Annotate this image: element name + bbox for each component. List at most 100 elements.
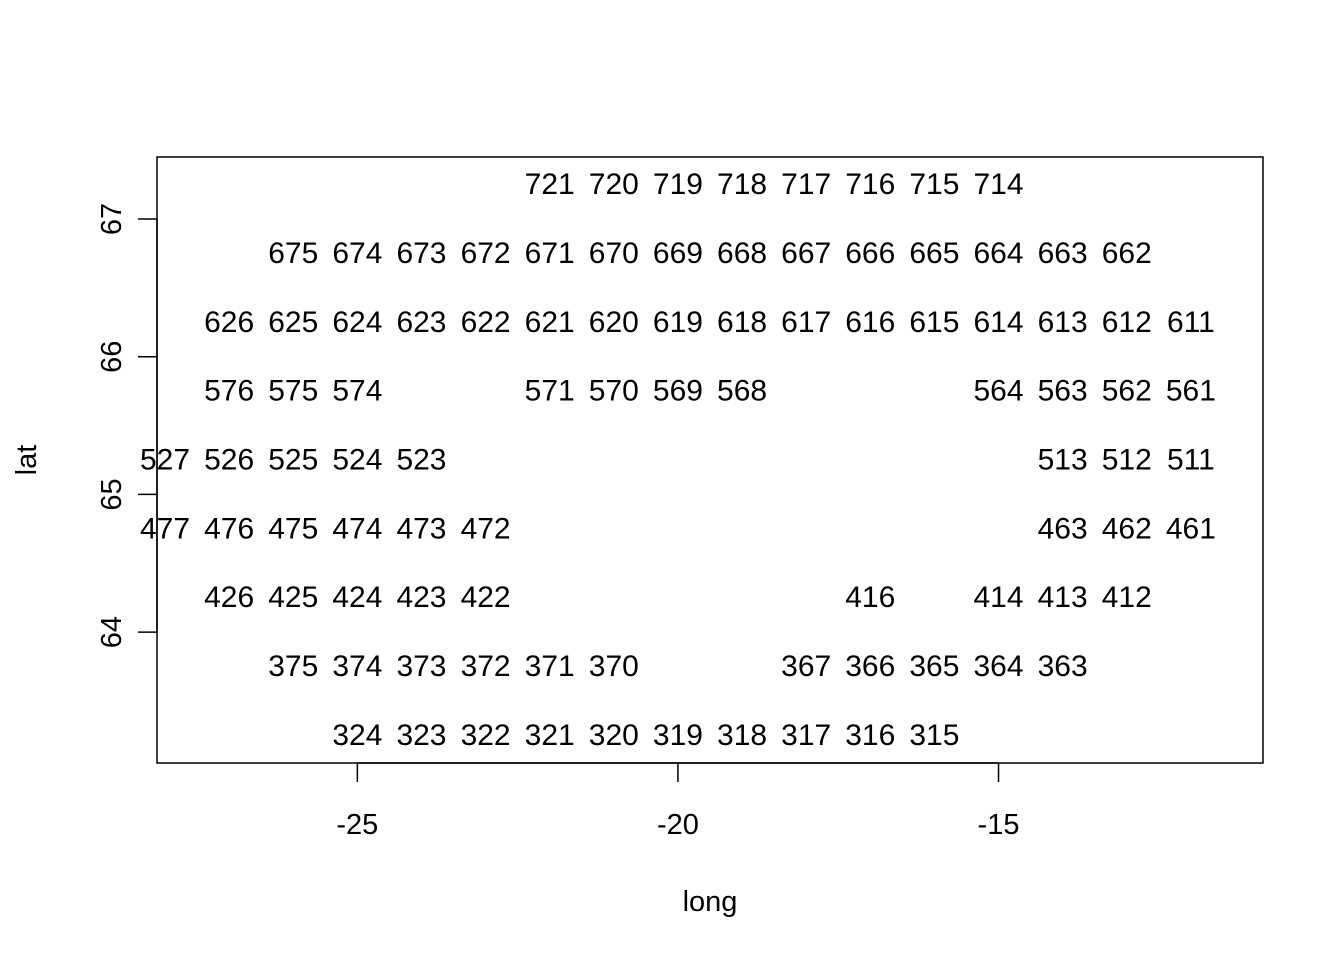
- data-point-label: 318: [717, 719, 767, 752]
- data-point-label: 563: [1038, 375, 1088, 408]
- data-point-label: 564: [973, 375, 1023, 408]
- data-point-label: 373: [396, 650, 446, 683]
- data-point-label: 664: [973, 237, 1023, 270]
- data-point-label: 526: [204, 444, 254, 477]
- data-point-label: 714: [973, 168, 1023, 201]
- data-point-label: 366: [845, 650, 895, 683]
- data-point-label: 511: [1167, 444, 1215, 477]
- data-point-label: 613: [1038, 306, 1088, 339]
- data-point-label: 576: [204, 375, 254, 408]
- data-point-label: 367: [781, 650, 831, 683]
- data-point-label: 663: [1038, 237, 1088, 270]
- data-point-label: 623: [396, 306, 446, 339]
- data-point-label: 669: [653, 237, 703, 270]
- data-point-label: 570: [589, 375, 639, 408]
- data-point-label: 321: [525, 719, 575, 752]
- data-point-label: 523: [396, 444, 446, 477]
- data-point-label: 423: [396, 581, 446, 614]
- data-point-label: 562: [1102, 375, 1152, 408]
- data-point-label: 513: [1038, 444, 1088, 477]
- data-point-label: 374: [332, 650, 382, 683]
- data-point-label: 625: [268, 306, 318, 339]
- data-point-label: 668: [717, 237, 767, 270]
- data-point-label: 371: [525, 650, 575, 683]
- data-point-label: 461: [1166, 512, 1216, 545]
- data-point-label: 569: [653, 375, 703, 408]
- data-point-label: 315: [909, 719, 959, 752]
- data-point-label: 319: [653, 719, 703, 752]
- data-point-label: 624: [332, 306, 382, 339]
- data-point-label: 412: [1102, 581, 1152, 614]
- data-point-label: 426: [204, 581, 254, 614]
- data-point-label: 574: [332, 375, 382, 408]
- data-point-label: 715: [909, 168, 959, 201]
- data-point-label: 474: [332, 512, 382, 545]
- y-tick-label: 67: [96, 203, 128, 235]
- data-point-label: 671: [525, 237, 575, 270]
- data-point-label: 364: [973, 650, 1023, 683]
- y-axis-title: lat: [11, 445, 43, 476]
- data-point-label: 375: [268, 650, 318, 683]
- data-point-label: 475: [268, 512, 318, 545]
- data-point-label: 675: [268, 237, 318, 270]
- data-point-label: 615: [909, 306, 959, 339]
- data-point-label: 716: [845, 168, 895, 201]
- data-point-label: 463: [1038, 512, 1088, 545]
- x-axis-title: long: [683, 886, 738, 918]
- data-point-label: 462: [1102, 512, 1152, 545]
- data-point-label: 413: [1038, 581, 1088, 614]
- data-point-label: 626: [204, 306, 254, 339]
- data-point-label: 666: [845, 237, 895, 270]
- data-point-label: 665: [909, 237, 959, 270]
- data-point-label: 619: [653, 306, 703, 339]
- data-point-label: 372: [461, 650, 511, 683]
- data-point-label: 322: [461, 719, 511, 752]
- data-point-label: 667: [781, 237, 831, 270]
- data-point-label: 620: [589, 306, 639, 339]
- data-point-label: 673: [396, 237, 446, 270]
- data-point-label: 317: [781, 719, 831, 752]
- data-point-label: 424: [332, 581, 382, 614]
- data-point-label: 416: [845, 581, 895, 614]
- data-point-label: 718: [717, 168, 767, 201]
- x-tick-label: -20: [657, 809, 699, 841]
- data-point-label: 477: [140, 512, 190, 545]
- data-point-label: 717: [781, 168, 831, 201]
- data-point-label: 422: [461, 581, 511, 614]
- data-point-label: 575: [268, 375, 318, 408]
- data-point-label: 473: [396, 512, 446, 545]
- data-point-label: 674: [332, 237, 382, 270]
- data-point-label: 719: [653, 168, 703, 201]
- data-point-label: 618: [717, 306, 767, 339]
- y-tick-label: 64: [96, 616, 128, 648]
- data-point-label: 622: [461, 306, 511, 339]
- data-point-label: 476: [204, 512, 254, 545]
- data-point-label: 561: [1166, 375, 1216, 408]
- y-axis: 64 65 66 67: [96, 203, 158, 648]
- data-point-label: 617: [781, 306, 831, 339]
- x-axis: -25 -20 -15: [336, 762, 1020, 841]
- data-point-label: 612: [1102, 306, 1152, 339]
- x-tick-label: -15: [978, 809, 1020, 841]
- data-point-label: 721: [525, 168, 575, 201]
- data-point-label: 472: [461, 512, 511, 545]
- data-point-label: 670: [589, 237, 639, 270]
- data-point-label: 621: [525, 306, 575, 339]
- data-point-label: 414: [973, 581, 1023, 614]
- data-point-label: 568: [717, 375, 767, 408]
- data-point-label: 571: [525, 375, 575, 408]
- data-point-label: 512: [1102, 444, 1152, 477]
- data-point-label: 365: [909, 650, 959, 683]
- data-point-label: 720: [589, 168, 639, 201]
- data-point-label: 662: [1102, 237, 1152, 270]
- data-point-label: 320: [589, 719, 639, 752]
- data-point-label: 316: [845, 719, 895, 752]
- data-point-label: 425: [268, 581, 318, 614]
- data-point-label: 524: [332, 444, 382, 477]
- data-point-label: 370: [589, 650, 639, 683]
- data-point-label: 525: [268, 444, 318, 477]
- y-tick-label: 65: [96, 478, 128, 510]
- data-point-label: 363: [1038, 650, 1088, 683]
- data-point-label: 672: [461, 237, 511, 270]
